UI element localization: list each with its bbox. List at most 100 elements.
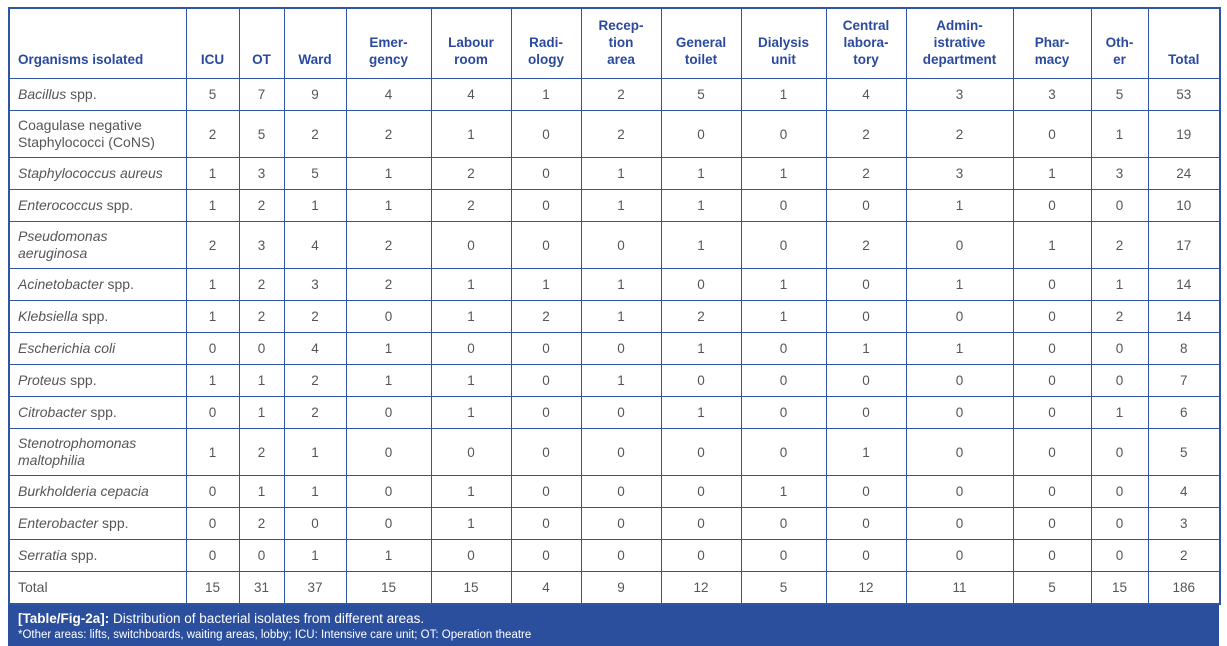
cell-value: 1 [740, 268, 827, 301]
cell-value: 0 [510, 110, 582, 158]
cell-value: 0 [510, 332, 582, 365]
cell-value: 9 [283, 78, 347, 111]
cell-value: 0 [580, 475, 662, 508]
cell-value: 7 [238, 78, 285, 111]
cell-value: 12 [660, 571, 742, 605]
cell-value: 3 [905, 78, 1014, 111]
table-row: Proteus spp. 1 1 2 1 1 0 1 0 0 0 0 0 0 7 [8, 364, 1221, 397]
cell-value: 1 [283, 428, 347, 476]
cell-value: 0 [580, 428, 662, 476]
cell-value: 2 [185, 110, 240, 158]
cell-value: 24 [1147, 157, 1221, 190]
cell-value: 1 [283, 475, 347, 508]
organism-name: Bacillus spp. [8, 78, 187, 111]
cell-value: 0 [740, 332, 827, 365]
cell-value: 1 [660, 189, 742, 222]
cell-value: 5 [1090, 78, 1149, 111]
cell-value: 0 [185, 507, 240, 540]
cell-value: 2 [283, 364, 347, 397]
cell-value: 0 [430, 221, 512, 269]
cell-value: 1 [510, 268, 582, 301]
table-row: Enterococcus spp. 1 2 1 1 2 0 1 1 0 0 1 0 0 10 [8, 189, 1221, 222]
column-header: Labour room [430, 7, 512, 79]
cell-value: 3 [238, 221, 285, 269]
cell-value: 2 [345, 221, 432, 269]
cell-value: 1 [660, 332, 742, 365]
cell-value: 0 [185, 332, 240, 365]
cell-value: 1 [1090, 110, 1149, 158]
cell-value: 0 [905, 364, 1014, 397]
cell-value: 17 [1147, 221, 1221, 269]
organism-name: Enterobacter spp. [8, 507, 187, 540]
organism-name: Proteus spp. [8, 364, 187, 397]
cell-value: 0 [430, 332, 512, 365]
cell-value: 0 [905, 300, 1014, 333]
table-row: Pseudomonas aeruginosa 2 3 4 2 0 0 0 1 0 2 0 1 2 17 [8, 221, 1221, 269]
cell-value: 0 [1012, 110, 1092, 158]
organism-name: Acinetobacter spp. [8, 268, 187, 301]
table-row: Stenotrophomonas maltophilia 1 2 1 0 0 0 0 0 0 1 0 0… [8, 428, 1221, 476]
organism-name: Coagulase negative Staphylococci (CoNS) [8, 110, 187, 158]
cell-value: 19 [1147, 110, 1221, 158]
cell-value: 2 [238, 189, 285, 222]
cell-value: 0 [345, 396, 432, 429]
table-body: Bacillus spp. 5 7 9 4 4 1 2 5 1 4 3 3 5 53 Coagulase ne… [8, 78, 1221, 605]
cell-value: 2 [345, 268, 432, 301]
cell-value: 2 [580, 110, 662, 158]
cell-value: 0 [345, 507, 432, 540]
cell-value: 2 [825, 110, 907, 158]
cell-value: 1 [283, 189, 347, 222]
column-header: Admin- istrative department [905, 7, 1014, 79]
cell-value: 0 [740, 221, 827, 269]
cell-value: 1 [430, 507, 512, 540]
cell-value: 2 [580, 78, 662, 111]
cell-value: 2 [238, 268, 285, 301]
cell-value: 0 [825, 300, 907, 333]
cell-value: 1 [580, 300, 662, 333]
cell-value: 2 [430, 189, 512, 222]
cell-value: 0 [660, 475, 742, 508]
cell-value: 0 [825, 364, 907, 397]
cell-value: 5 [1012, 571, 1092, 605]
cell-value: 2 [283, 300, 347, 333]
cell-value: 1 [185, 268, 240, 301]
cell-value: 5 [238, 110, 285, 158]
cell-value: 0 [185, 539, 240, 572]
cell-value: 1 [580, 189, 662, 222]
cell-value: 2 [185, 221, 240, 269]
cell-value: 1 [905, 189, 1014, 222]
column-header: Dialysis unit [740, 7, 827, 79]
cell-value: 1 [345, 364, 432, 397]
cell-value: 3 [283, 268, 347, 301]
cell-value: 1 [1012, 157, 1092, 190]
cell-value: 0 [510, 475, 582, 508]
cell-value: 5 [660, 78, 742, 111]
column-header: Emer- gency [345, 7, 432, 79]
cell-value: 2 [283, 110, 347, 158]
cell-value: 0 [905, 221, 1014, 269]
cell-value: 1 [660, 396, 742, 429]
column-header: Central labora- tory [825, 7, 907, 79]
organism-name: Serratia spp. [8, 539, 187, 572]
cell-value: 0 [430, 428, 512, 476]
cell-value: 0 [430, 539, 512, 572]
cell-value: 0 [580, 507, 662, 540]
cell-value: 1 [580, 364, 662, 397]
cell-value: 0 [905, 475, 1014, 508]
cell-value: 0 [1012, 475, 1092, 508]
cell-value: 0 [185, 475, 240, 508]
cell-value: 0 [825, 507, 907, 540]
table-row: Total 15 31 37 15 15 4 9 12 5 12 11 5 15 186 [8, 571, 1221, 605]
cell-value: 1 [660, 157, 742, 190]
table-row: Coagulase negative Staphylococci (CoNS) 2… [8, 110, 1221, 158]
cell-value: 14 [1147, 300, 1221, 333]
cell-value: 1 [185, 300, 240, 333]
cell-value: 0 [825, 539, 907, 572]
cell-value: 1 [740, 78, 827, 111]
cell-value: 1 [580, 157, 662, 190]
table-row: Acinetobacter spp. 1 2 3 2 1 1 1 0 1 0 1 0 1 14 [8, 268, 1221, 301]
cell-value: 2 [1090, 300, 1149, 333]
cell-value: 15 [185, 571, 240, 605]
cell-value: 1 [345, 189, 432, 222]
cell-value: 1 [283, 539, 347, 572]
